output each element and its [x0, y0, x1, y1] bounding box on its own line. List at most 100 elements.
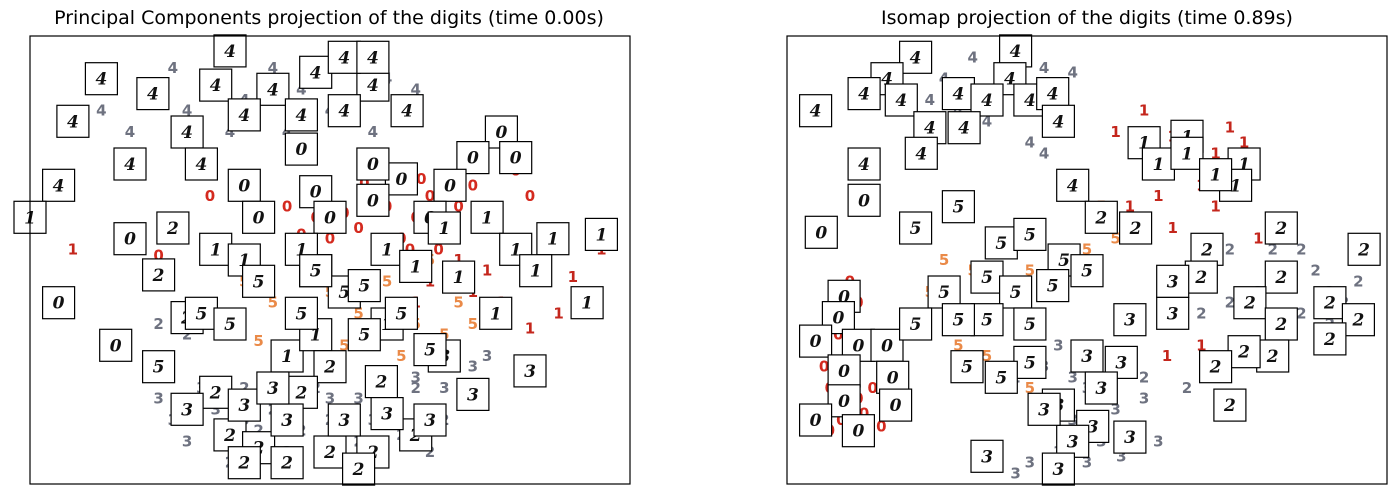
thumbnail-frame	[442, 260, 476, 294]
digit-label-point: 4	[1025, 134, 1035, 152]
thumbnail-digit: 5	[981, 311, 993, 331]
digit-thumbnail: 0	[878, 388, 913, 422]
thumbnail-frame	[456, 377, 490, 411]
thumbnail-digit: 1	[1181, 144, 1193, 164]
thumbnail-frame	[876, 360, 910, 394]
digit-thumbnail: 4	[998, 34, 1033, 68]
digit-thumbnail: 4	[284, 98, 318, 132]
thumbnail-digit: 0	[838, 362, 850, 382]
isomap-plot: 0000000000000000000111111111111111111222…	[798, 34, 1381, 486]
digit-thumbnail: 4	[798, 94, 833, 128]
digit-label-point: 3	[353, 390, 363, 408]
digit-label-point: 2	[1296, 304, 1306, 322]
thumbnail-digit: 0	[395, 170, 407, 190]
thumbnail-digit: 4	[401, 102, 413, 122]
digit-thumbnail: 3	[513, 354, 547, 388]
thumbnail-frame	[347, 318, 381, 352]
digit-thumbnail: 3	[327, 403, 361, 437]
thumbnail-frame	[1170, 136, 1204, 170]
thumbnail-digit: 4	[338, 48, 350, 68]
digit-label-point: 0	[359, 174, 369, 192]
thumbnail-frame	[270, 339, 304, 373]
digit-label-point: 3	[1110, 400, 1120, 418]
thumbnail-digit: 1	[595, 225, 607, 245]
thumbnail-frame	[1264, 307, 1298, 341]
thumbnail-digit: 5	[910, 219, 922, 239]
thumbnail-digit: 1	[1230, 176, 1242, 196]
thumbnail-frame	[1036, 269, 1070, 303]
digit-thumbnail: 2	[1264, 211, 1298, 245]
digit-thumbnail: 2	[1313, 286, 1347, 320]
digit-thumbnail: 2	[1341, 303, 1376, 337]
digit-thumbnail: 4	[356, 40, 390, 74]
thumbnail-frame	[1118, 211, 1153, 245]
thumbnail-digit: 0	[495, 123, 507, 143]
thumbnail-digit: 0	[367, 155, 379, 175]
digit-label-point: 3	[1067, 368, 1077, 386]
thumbnail-frame	[1184, 260, 1218, 294]
thumbnail-digit: 4	[1047, 85, 1059, 105]
thumbnail-frame	[384, 162, 418, 196]
thumbnail-frame	[356, 147, 390, 181]
digit-thumbnail: 5	[984, 226, 1018, 260]
thumbnail-digit: 4	[1004, 70, 1016, 90]
thumbnail-frame	[456, 141, 490, 175]
digit-thumbnail: 5	[184, 296, 218, 330]
digit-thumbnail: 2	[364, 365, 398, 399]
thumbnail-frame	[370, 232, 404, 266]
digit-label-point: 2	[1196, 304, 1206, 322]
thumbnail-digit: 2	[1209, 358, 1222, 378]
digit-label-point: 3	[439, 379, 449, 397]
thumbnail-digit: 2	[1357, 240, 1370, 260]
thumbnail-frame	[1056, 168, 1090, 202]
thumbnail-digit: 0	[367, 191, 379, 211]
thumbnail-digit: 5	[981, 268, 993, 288]
digit-thumbnail: 2	[1118, 211, 1153, 245]
thumbnail-digit: 3	[1038, 400, 1050, 420]
thumbnail-frame	[356, 40, 390, 74]
thumbnail-digit: 2	[1266, 347, 1279, 367]
thumbnail-frame	[1056, 424, 1090, 458]
digit-thumbnail: 4	[199, 68, 233, 102]
thumbnail-digit: 4	[367, 48, 379, 68]
digit-label-point: 1	[1210, 144, 1220, 162]
digit-thumbnail: 1	[584, 217, 619, 251]
thumbnail-frame	[847, 76, 881, 111]
thumbnail-digit: 4	[53, 176, 65, 196]
digit-thumbnail: 2	[1213, 388, 1247, 422]
thumbnail-frame	[1156, 264, 1190, 298]
digit-label-point: 5	[396, 347, 406, 365]
thumbnail-digit: 0	[858, 191, 870, 211]
thumbnail-frame	[470, 200, 504, 234]
thumbnail-frame	[804, 215, 838, 249]
thumbnail-frame	[427, 211, 461, 245]
digit-thumbnail: 1	[442, 260, 476, 294]
digit-thumbnail: 4	[227, 98, 261, 132]
thumbnail-digit: 3	[1124, 428, 1136, 448]
thumbnail-digit: 2	[1274, 315, 1287, 335]
thumbnail-digit: 0	[444, 176, 456, 196]
thumbnail-digit: 3	[524, 362, 536, 382]
thumbnail-digit: 4	[147, 85, 159, 105]
digit-thumbnail: 4	[170, 115, 204, 149]
digit-label-point: 1	[553, 304, 563, 322]
thumbnail-digit: 4	[238, 106, 250, 126]
digit-thumbnail: 2	[270, 446, 304, 480]
digit-thumbnail: 2	[142, 258, 176, 292]
digit-label-point: 2	[1267, 240, 1277, 258]
digit-label-point: 0	[833, 326, 843, 344]
digit-thumbnail: 4	[184, 147, 218, 181]
digit-thumbnail: 4	[356, 68, 390, 102]
digit-thumbnail: 5	[941, 190, 976, 224]
digit-thumbnail: 3	[1041, 452, 1076, 486]
thumbnail-digit: 2	[323, 358, 336, 378]
thumbnail-frame	[1013, 345, 1047, 379]
thumbnail-digit: 0	[238, 176, 250, 196]
thumbnail-frame	[313, 200, 347, 234]
digit-label-point: 1	[68, 240, 78, 258]
digit-thumbnail: 3	[370, 397, 404, 431]
thumbnail-frame	[1113, 420, 1147, 454]
digit-thumbnail: 5	[1013, 307, 1047, 341]
digit-label-point: 1	[1162, 347, 1172, 365]
thumbnail-digit: 3	[1087, 417, 1099, 437]
